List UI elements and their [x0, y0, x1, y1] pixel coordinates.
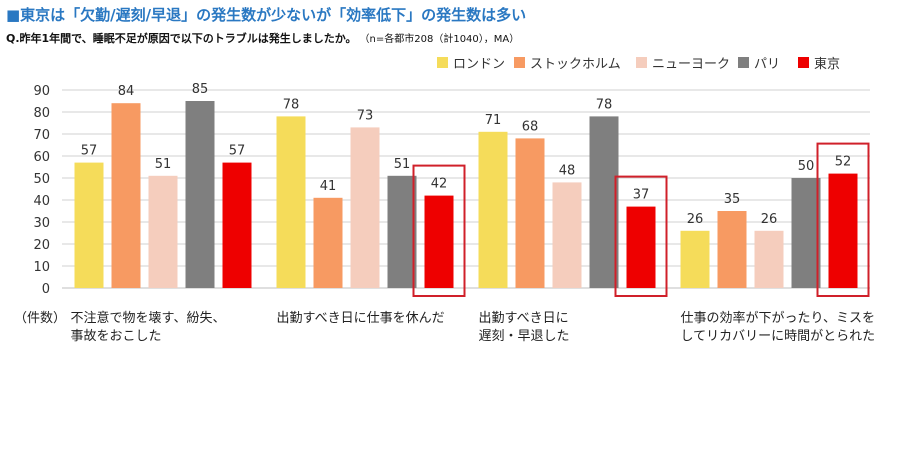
- data-label: 41: [320, 179, 337, 194]
- data-label: 42: [431, 177, 448, 192]
- x-category-label: 仕事の効率が下がったり、ミスを: [681, 310, 875, 326]
- x-category-label: してリカバリーに時間がとられた: [681, 329, 876, 344]
- data-label: 51: [155, 157, 172, 172]
- data-label: 68: [522, 119, 539, 134]
- legend-swatch: [738, 57, 749, 68]
- chart-title: ■東京は「欠勤/遅刻/早退」の発生数が少ないが「効率低下」の発生数は多い: [6, 6, 527, 24]
- x-category-label: 遅刻・早退した: [479, 329, 570, 344]
- data-label: 26: [687, 212, 704, 227]
- data-label: 37: [633, 188, 650, 203]
- data-label: 51: [394, 157, 411, 172]
- highlight-box: [614, 175, 668, 298]
- data-label: 35: [724, 192, 741, 207]
- data-label: 57: [81, 144, 98, 159]
- data-label: 78: [596, 97, 613, 112]
- bar: [185, 101, 215, 288]
- bar: [478, 131, 508, 288]
- bar: [791, 178, 821, 288]
- data-label: 26: [761, 212, 778, 227]
- highlight-box: [816, 142, 870, 297]
- legend-label: パリ: [754, 57, 780, 72]
- sample-note: （n=各都市208（計1040），MA）: [364, 34, 520, 45]
- legend-label: 東京: [814, 56, 840, 72]
- bar: [552, 182, 582, 288]
- y-axis-label: （件数）: [14, 311, 66, 326]
- bar: [515, 138, 545, 288]
- bar: [276, 116, 306, 289]
- bar: [148, 175, 178, 288]
- data-label: 57: [229, 144, 246, 159]
- y-tick-label: 90: [33, 84, 50, 99]
- bar: [680, 230, 710, 288]
- bar: [111, 103, 141, 288]
- bar: [754, 230, 784, 288]
- x-category-label: 不注意で物を壊す、紛失、: [71, 310, 226, 326]
- data-label: 50: [798, 159, 815, 174]
- legend-label: ニューヨーク: [652, 57, 730, 72]
- y-tick-label: 10: [33, 260, 50, 275]
- bar: [387, 175, 417, 288]
- x-category-label: 出勤すべき日に: [479, 311, 569, 326]
- data-label: 48: [559, 163, 576, 178]
- bar: [222, 162, 252, 288]
- legend-swatch: [636, 57, 647, 68]
- data-label: 71: [485, 113, 502, 128]
- bar: [313, 197, 343, 288]
- bar: [626, 206, 656, 288]
- data-label: 52: [835, 155, 852, 170]
- y-tick-label: 20: [33, 238, 50, 253]
- y-tick-label: 40: [33, 194, 50, 209]
- y-tick-label: 80: [33, 106, 50, 121]
- x-category-label: 事故をおこした: [71, 329, 162, 344]
- bar: [424, 195, 454, 288]
- data-label: 84: [118, 84, 135, 99]
- legend-swatch: [514, 57, 525, 68]
- y-tick-label: 70: [33, 128, 50, 143]
- highlight-box: [412, 164, 466, 297]
- legend-label: ロンドン: [453, 57, 505, 72]
- legend-swatch: [798, 57, 809, 68]
- question-text: Q.昨年1年間で、睡眠不足が原因で以下のトラブルは発生しましたか。: [6, 32, 357, 45]
- y-tick-label: 0: [42, 282, 50, 297]
- bar: [828, 173, 858, 288]
- survey-question: Q.昨年1年間で、睡眠不足が原因で以下のトラブルは発生しましたか。 （n=各都市2…: [6, 30, 519, 46]
- data-label: 85: [192, 82, 209, 97]
- bar: [350, 127, 380, 289]
- y-tick-label: 50: [33, 172, 50, 187]
- legend-label: ストックホルム: [530, 57, 621, 72]
- bar: [589, 116, 619, 289]
- bar: [74, 162, 104, 288]
- y-tick-label: 30: [33, 216, 50, 231]
- x-category-label: 出勤すべき日に仕事を休んだ: [277, 311, 445, 326]
- legend-swatch: [437, 57, 448, 68]
- data-label: 73: [357, 108, 374, 123]
- data-label: 78: [283, 97, 300, 112]
- bar: [717, 211, 747, 288]
- y-tick-label: 60: [33, 150, 50, 165]
